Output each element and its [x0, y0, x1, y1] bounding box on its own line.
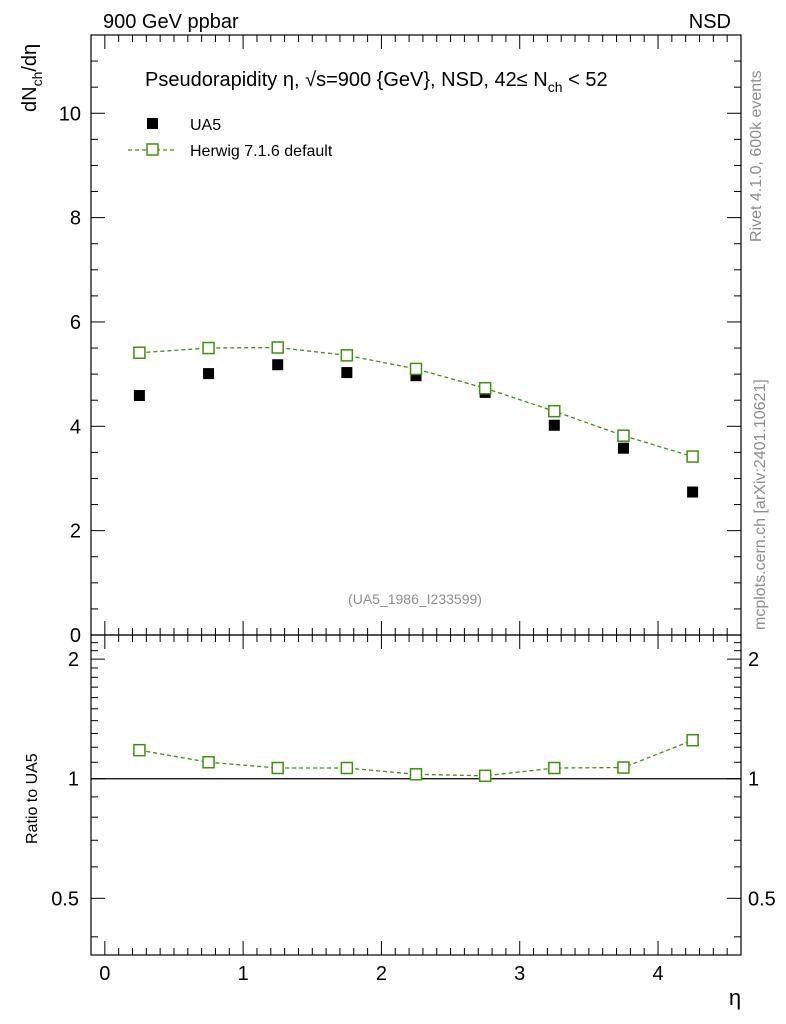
- ratio-series-line: [139, 739, 693, 777]
- x-tick-label: 3: [514, 963, 525, 985]
- herwig-data-point: [340, 349, 354, 362]
- ratio-y-tick-label-left: 2: [68, 649, 79, 671]
- main-y-axis-label: dNch/dη: [19, 44, 45, 112]
- ratio-y-tick-label-left: 0.5: [51, 888, 79, 910]
- herwig-data-point: [409, 362, 423, 376]
- ratio-data-point: [617, 761, 630, 774]
- ratio-series: [133, 733, 699, 783]
- ua5-data-point: [341, 367, 353, 379]
- ratio-y-tick-label-right: 2: [748, 649, 759, 671]
- herwig-data-point: [202, 341, 215, 355]
- x-axis-label: η: [729, 985, 741, 1010]
- main-y-tick-label: 2: [70, 521, 81, 543]
- ratio-data-point: [478, 769, 492, 783]
- ua5-data-point: [548, 419, 560, 431]
- ratio-data-point: [133, 743, 146, 757]
- ratio-axes: 0 1 2 3 4 0.5 0.5 1 1 2 2: [51, 635, 776, 985]
- herwig-data-point: [478, 381, 492, 395]
- ratio-data-point: [686, 733, 699, 747]
- rivet-version-label: Rivet 4.1.0, 600k events: [748, 70, 765, 242]
- legend-marker-ua5: [147, 118, 158, 129]
- herwig-data-point: [133, 346, 146, 359]
- x-tick-label: 0: [99, 963, 110, 985]
- ratio-data-point: [548, 761, 561, 775]
- ratio-plot-frame: [90, 634, 742, 956]
- x-tick-label: 2: [376, 963, 387, 985]
- ratio-data-point: [202, 756, 215, 769]
- ratio-data-point: [409, 768, 423, 781]
- main-y-tick-label: 10: [59, 103, 81, 125]
- legend-label-ua5: UA5: [190, 117, 221, 134]
- herwig-data-point: [271, 341, 284, 354]
- ratio-data-point: [271, 761, 284, 775]
- ratio-y-tick-label-right: 0.5: [748, 888, 776, 910]
- x-tick-label: 1: [238, 963, 249, 985]
- mcplots-label: mcplots.cern.ch [arXiv:2401.10621]: [752, 379, 769, 630]
- ua5-data-point: [203, 368, 215, 380]
- ua5-data-point: [410, 370, 422, 382]
- ua5-data-point: [133, 390, 145, 402]
- main-y-axis-label-a: dN: [19, 86, 41, 112]
- ua5-data-point: [272, 359, 284, 371]
- header-left-label: 900 GeV ppbar: [103, 11, 239, 33]
- main-chart-title: Pseudorapidity η, √s=900 {GeV}, NSD, 42≤…: [145, 69, 608, 95]
- main-series: [133, 341, 699, 498]
- herwig-data-point: [548, 404, 561, 418]
- legend-label-herwig: Herwig 7.1.6 default: [190, 143, 333, 160]
- main-y-tick-label: 0: [70, 625, 81, 647]
- legend-marker-herwig: [146, 143, 159, 156]
- main-y-tick-label: 4: [70, 416, 81, 438]
- main-y-axis-label-b: /dη: [19, 44, 41, 72]
- analysis-id-label: (UA5_1986_I233599): [348, 591, 482, 607]
- ratio-y-axis-label: Ratio to UA5: [24, 753, 41, 844]
- ratio-data-point: [340, 761, 354, 775]
- main-chart-title-text: Pseudorapidity η, √s=900 {GeV}, NSD, 42≤…: [145, 69, 548, 91]
- herwig-series-line: [139, 346, 693, 458]
- herwig-data-point: [686, 450, 699, 463]
- main-chart-title-tail: < 52: [563, 69, 608, 91]
- main-chart-title-subscript: ch: [548, 79, 563, 95]
- main-plot-frame: [90, 34, 742, 636]
- ua5-data-point: [687, 486, 699, 498]
- main-y-tick-label: 6: [70, 312, 81, 334]
- ratio-y-tick-label-left: 1: [68, 769, 79, 791]
- main-y-axis-label-sub: ch: [29, 72, 45, 87]
- main-y-tick-label: 8: [70, 208, 81, 230]
- header-right-label: NSD: [689, 11, 731, 33]
- ua5-data-point: [617, 442, 629, 454]
- herwig-data-point: [617, 429, 630, 442]
- main-axes: 0 2 4 6 8 10: [59, 34, 742, 647]
- ratio-y-tick-label-right: 1: [748, 769, 759, 791]
- legend: UA5 Herwig 7.1.6 default: [128, 117, 333, 160]
- x-tick-label: 4: [652, 963, 663, 985]
